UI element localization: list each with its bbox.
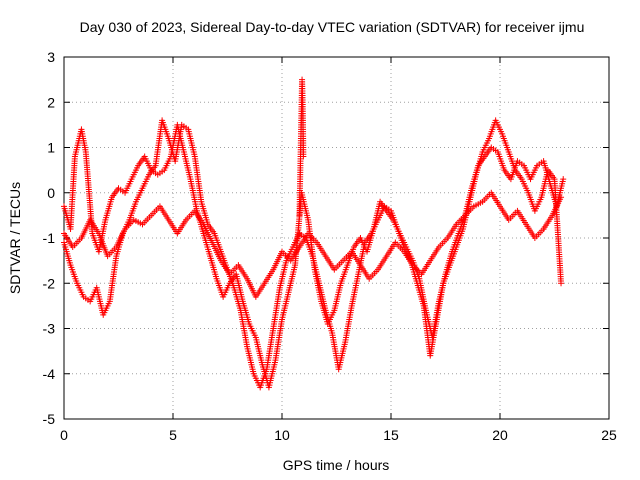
y-tick-label: -4 bbox=[43, 366, 56, 382]
y-tick-label: -3 bbox=[43, 321, 56, 337]
x-tick-label: 15 bbox=[383, 427, 399, 443]
data-point bbox=[300, 153, 307, 160]
grid-lines bbox=[64, 57, 609, 419]
x-tick-label: 0 bbox=[60, 427, 68, 443]
x-tick-label: 10 bbox=[274, 427, 290, 443]
y-tick-label: -1 bbox=[43, 230, 56, 246]
axis-ticks: 0 5 10 15 20 25 -5 -4 -3 -2 -1 0 1 2 3 bbox=[43, 49, 617, 443]
data-points bbox=[61, 76, 567, 391]
chart-title: Day 030 of 2023, Sidereal Day-to-day VTE… bbox=[80, 19, 585, 35]
data-point bbox=[558, 280, 565, 287]
x-tick-label: 25 bbox=[601, 427, 617, 443]
x-tick-label: 20 bbox=[492, 427, 508, 443]
x-tick-label: 5 bbox=[169, 427, 177, 443]
y-tick-label: -2 bbox=[43, 275, 56, 291]
x-axis-label: GPS time / hours bbox=[283, 457, 390, 473]
y-tick-label: 3 bbox=[47, 49, 55, 65]
y-tick-label: 0 bbox=[47, 185, 55, 201]
y-tick-label: 2 bbox=[47, 94, 55, 110]
y-tick-label: -5 bbox=[43, 411, 56, 427]
y-axis-label: SDTVAR / TECUs bbox=[7, 182, 23, 294]
data-point bbox=[560, 176, 567, 183]
data-point bbox=[558, 194, 565, 201]
y-tick-label: 1 bbox=[47, 140, 55, 156]
